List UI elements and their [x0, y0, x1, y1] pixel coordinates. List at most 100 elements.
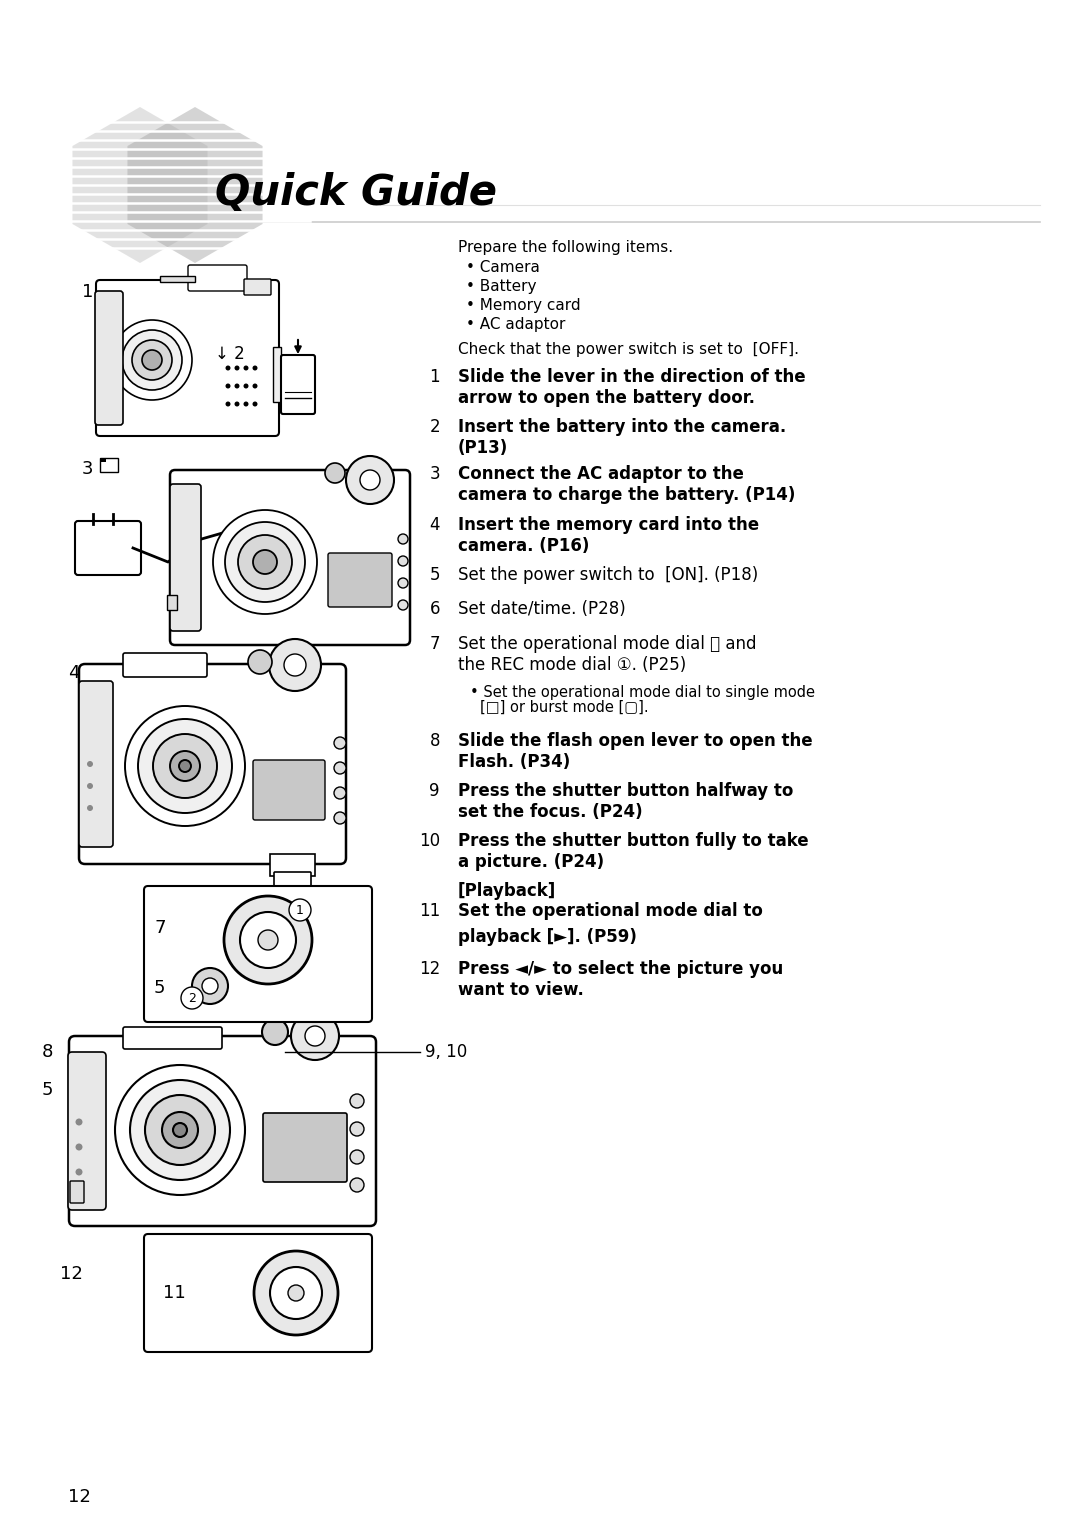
Circle shape [76, 1143, 82, 1151]
Bar [270, 855, 315, 876]
Text: 3: 3 [82, 459, 94, 478]
Circle shape [234, 366, 240, 371]
Circle shape [122, 330, 183, 391]
Circle shape [291, 1012, 339, 1061]
Circle shape [399, 534, 408, 543]
Text: 10: 10 [419, 832, 440, 850]
Circle shape [226, 401, 230, 406]
Circle shape [125, 707, 245, 826]
Text: 6: 6 [430, 600, 440, 618]
Text: 3: 3 [430, 465, 440, 484]
Circle shape [346, 456, 394, 504]
Text: • Memory card: • Memory card [465, 298, 581, 313]
Circle shape [87, 806, 93, 810]
Circle shape [269, 639, 321, 691]
FancyBboxPatch shape [170, 470, 410, 645]
Circle shape [162, 1112, 198, 1148]
Text: Set the operational mode dial Ⓐ and
the REC mode dial ①. (P25): Set the operational mode dial Ⓐ and the … [458, 635, 756, 674]
Text: 11: 11 [419, 902, 440, 920]
Circle shape [350, 1178, 364, 1192]
Text: 7: 7 [154, 919, 165, 937]
Text: Set date/time. (P28): Set date/time. (P28) [458, 600, 625, 618]
Circle shape [289, 899, 311, 922]
Circle shape [238, 536, 292, 589]
Polygon shape [127, 107, 262, 262]
FancyBboxPatch shape [123, 1027, 222, 1048]
Text: Check that the power switch is set to  [OFF].: Check that the power switch is set to [O… [458, 342, 799, 357]
Text: [Playback]: [Playback] [458, 882, 556, 900]
Circle shape [253, 401, 257, 406]
Text: 12: 12 [68, 1488, 91, 1506]
Circle shape [112, 320, 192, 400]
Circle shape [399, 555, 408, 566]
Text: 1: 1 [82, 282, 93, 301]
Circle shape [243, 366, 248, 371]
Bar [160, 276, 195, 282]
FancyBboxPatch shape [100, 458, 118, 472]
Circle shape [305, 1025, 325, 1045]
Text: 11: 11 [163, 1283, 186, 1302]
Circle shape [234, 383, 240, 389]
FancyBboxPatch shape [274, 871, 311, 894]
FancyBboxPatch shape [253, 760, 325, 819]
Text: Insert the memory card into the
camera. (P16): Insert the memory card into the camera. … [458, 516, 759, 555]
Circle shape [76, 1169, 82, 1175]
Circle shape [87, 783, 93, 789]
Circle shape [243, 401, 248, 406]
Text: ↓ 2: ↓ 2 [215, 345, 245, 363]
Text: 4: 4 [68, 664, 80, 682]
Text: Slide the flash open lever to open the
Flash. (P34): Slide the flash open lever to open the F… [458, 732, 812, 771]
Circle shape [284, 655, 306, 676]
FancyBboxPatch shape [96, 279, 279, 436]
Circle shape [114, 1065, 245, 1195]
Circle shape [132, 340, 172, 380]
Circle shape [226, 366, 230, 371]
Text: 9: 9 [430, 781, 440, 800]
Circle shape [350, 1094, 364, 1108]
Circle shape [350, 1151, 364, 1164]
FancyBboxPatch shape [188, 266, 247, 291]
Circle shape [138, 719, 232, 813]
Text: Slide the lever in the direction of the
arrow to open the battery door.: Slide the lever in the direction of the … [458, 368, 806, 407]
Circle shape [179, 760, 191, 772]
Circle shape [253, 366, 257, 371]
FancyBboxPatch shape [170, 484, 201, 630]
Text: 7: 7 [430, 635, 440, 653]
Circle shape [76, 1119, 82, 1126]
Circle shape [192, 967, 228, 1004]
Text: 5: 5 [41, 1080, 53, 1099]
Bar [167, 595, 177, 610]
Text: 2: 2 [430, 418, 440, 436]
FancyBboxPatch shape [123, 653, 207, 678]
Text: Set the operational mode dial to: Set the operational mode dial to [458, 902, 762, 920]
Circle shape [173, 1123, 187, 1137]
Text: 5: 5 [430, 566, 440, 584]
FancyBboxPatch shape [70, 1181, 84, 1202]
Circle shape [170, 751, 200, 781]
Text: 1: 1 [430, 368, 440, 386]
Circle shape [399, 578, 408, 588]
Text: Prepare the following items.: Prepare the following items. [458, 240, 673, 255]
Circle shape [253, 549, 276, 574]
Bar [273, 346, 281, 401]
Text: Connect the AC adaptor to the
camera to charge the battery. (P14): Connect the AC adaptor to the camera to … [458, 465, 795, 504]
Text: 12: 12 [419, 960, 440, 978]
Text: Press ◄/► to select the picture you
want to view.: Press ◄/► to select the picture you want… [458, 960, 783, 1000]
Circle shape [202, 978, 218, 993]
Text: playback [►]. (P59): playback [►]. (P59) [458, 928, 637, 946]
FancyBboxPatch shape [281, 356, 315, 414]
FancyBboxPatch shape [69, 1036, 376, 1225]
Text: • Camera: • Camera [465, 259, 540, 275]
Circle shape [243, 383, 248, 389]
Circle shape [288, 1285, 303, 1302]
Circle shape [253, 383, 257, 389]
Circle shape [262, 1019, 288, 1045]
FancyBboxPatch shape [68, 1051, 106, 1210]
Circle shape [334, 787, 346, 800]
FancyBboxPatch shape [79, 681, 113, 847]
Circle shape [399, 600, 408, 610]
Circle shape [213, 510, 318, 613]
Circle shape [153, 734, 217, 798]
Text: 4: 4 [430, 516, 440, 534]
Circle shape [270, 1267, 322, 1318]
